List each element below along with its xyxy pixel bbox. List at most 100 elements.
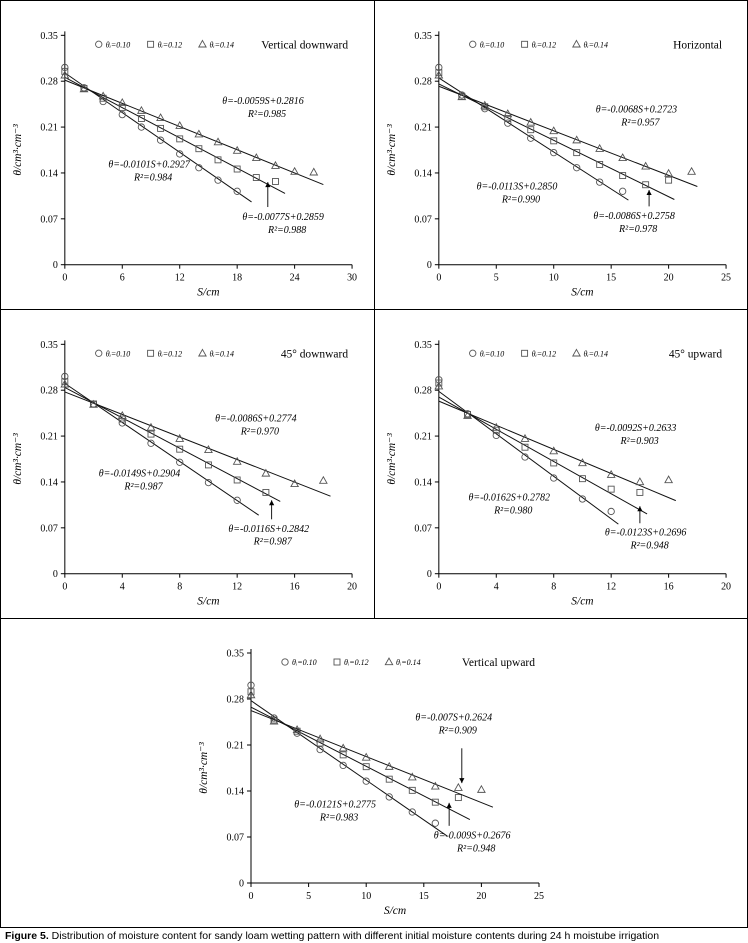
axis-labels: S/cm θ/cm³·cm⁻³ [198,742,406,917]
svg-text:S/cm: S/cm [197,287,219,299]
svg-text:θᵢ=0.12: θᵢ=0.12 [344,658,369,667]
series-square [61,378,281,502]
svg-text:12: 12 [232,582,242,593]
svg-text:45° upward: 45° upward [668,348,722,360]
annotation-triangle: θ=-0.0059S+0.2816 R²=0.985 [222,96,303,120]
svg-text:0: 0 [53,569,58,580]
svg-text:0.21: 0.21 [40,123,57,134]
series-square [247,688,471,820]
svg-text:θ=-0.0086S+0.2774: θ=-0.0086S+0.2774 [215,414,296,425]
svg-text:θ=-0.007S+0.2624: θ=-0.007S+0.2624 [415,713,492,724]
svg-text:0: 0 [436,582,441,593]
chart-45-upward: 0 0.07 0.14 0.21 0.28 0.35 0 4 8 12 16 20 S/cm θ/cm³·… [385,340,731,608]
annotation-square: θ=-0.009S+0.2676 R²=0.948 [434,802,511,854]
axes [60,340,353,578]
svg-text:30: 30 [347,273,357,284]
series-triangle [433,70,698,187]
series-triangle [60,379,331,497]
svg-text:20: 20 [347,582,357,593]
svg-text:R²=0.988: R²=0.988 [267,225,306,236]
legend: θᵢ=0.10 θᵢ=0.12 θᵢ=0.14 [281,657,421,667]
axes [434,31,727,269]
figure-caption: Figure 5. Distribution of moisture conte… [0,928,748,943]
chart-title: 45° upward [668,348,722,360]
svg-text:S/cm: S/cm [571,287,593,299]
svg-text:0.14: 0.14 [414,168,431,179]
annotation-circle: θ=-0.0162S+0.2782 R²=0.980 [468,492,549,516]
svg-text:0.28: 0.28 [227,695,245,706]
legend: θᵢ=0.10 θᵢ=0.12 θᵢ=0.14 [468,39,607,49]
svg-text:0.07: 0.07 [40,214,57,225]
svg-text:θᵢ=0.10: θᵢ=0.10 [292,658,317,667]
chart-title: 45° downward [281,348,349,360]
annotation-circle: θ=-0.0121S+0.2775 R²=0.983 [294,799,376,823]
svg-text:θᵢ=0.12: θᵢ=0.12 [531,40,556,49]
chart-vertical-upward: 0 0.07 0.14 0.21 0.28 0.35 0 5 10 15 20 25 S/cm θ/cm³… [198,649,544,918]
row-middle: 0 0.07 0.14 0.21 0.28 0.35 0 4 8 12 16 20 S/cm θ/cm³·… [1,309,747,618]
svg-text:18: 18 [232,273,242,284]
svg-text:0.28: 0.28 [40,386,57,397]
chart-horizontal: 0 0.07 0.14 0.21 0.28 0.35 0 5 10 15 20 25 S/cm θ/cm³… [385,31,731,299]
tick-labels: 0 0.07 0.14 0.21 0.28 0.35 0 5 10 15 20 25 [414,31,731,284]
svg-text:R²=0.980: R²=0.980 [493,505,532,516]
svg-text:0: 0 [62,273,67,284]
svg-text:0.14: 0.14 [227,787,245,798]
annotation-triangle: θ=-0.0092S+0.2633 R²=0.903 [594,423,675,447]
svg-text:0.14: 0.14 [40,168,57,179]
svg-text:0.14: 0.14 [414,477,431,488]
svg-text:10: 10 [361,891,371,902]
svg-text:R²=0.983: R²=0.983 [319,812,358,823]
svg-text:θᵢ=0.14: θᵢ=0.14 [396,658,421,667]
svg-text:θᵢ=0.12: θᵢ=0.12 [158,40,183,49]
panel-vertical-upward: 0 0.07 0.14 0.21 0.28 0.35 0 5 10 15 20 25 S/cm θ/cm³… [1,619,747,927]
annotation-circle: θ=-0.0101S+0.2927 R²=0.984 [108,160,190,184]
svg-text:0: 0 [53,260,58,271]
svg-text:8: 8 [551,582,556,593]
svg-text:Vertical upward: Vertical upward [462,657,535,669]
svg-text:R²=0.984: R²=0.984 [133,173,172,184]
svg-text:θ/cm³·cm⁻³: θ/cm³·cm⁻³ [198,742,210,794]
svg-text:R²=0.987: R²=0.987 [123,482,163,493]
svg-text:0.28: 0.28 [414,77,431,88]
axis-labels: S/cm θ/cm³·cm⁻³ [12,124,220,299]
svg-text:0.07: 0.07 [227,833,245,844]
svg-text:R²=0.990: R²=0.990 [500,194,539,205]
svg-text:R²=0.987: R²=0.987 [253,537,293,548]
axis-labels: S/cm θ/cm³·cm⁻³ [385,433,593,608]
panel-horizontal: 0 0.07 0.14 0.21 0.28 0.35 0 5 10 15 20 25 S/cm θ/cm³… [375,1,748,309]
svg-text:θ=-0.0116S+0.2842: θ=-0.0116S+0.2842 [228,524,309,535]
caption-text: Distribution of moisture content for san… [48,930,660,942]
svg-text:θ/cm³·cm⁻³: θ/cm³·cm⁻³ [385,124,397,176]
panel-45-upward: 0 0.07 0.14 0.21 0.28 0.35 0 4 8 12 16 20 S/cm θ/cm³·… [375,310,748,618]
svg-text:R²=0.909: R²=0.909 [438,726,477,737]
svg-text:θᵢ=0.10: θᵢ=0.10 [106,40,131,49]
axes [434,340,727,578]
legend: θᵢ=0.10 θᵢ=0.12 θᵢ=0.14 [95,39,234,49]
svg-text:0.21: 0.21 [414,432,431,443]
svg-text:θ=-0.0121S+0.2775: θ=-0.0121S+0.2775 [294,799,376,810]
svg-text:20: 20 [721,582,731,593]
svg-text:θ/cm³·cm⁻³: θ/cm³·cm⁻³ [12,124,24,176]
row-bottom: 0 0.07 0.14 0.21 0.28 0.35 0 5 10 15 20 25 S/cm θ/cm³… [1,618,747,927]
svg-text:θ=-0.0092S+0.2633: θ=-0.0092S+0.2633 [594,423,675,434]
svg-text:0.35: 0.35 [227,649,245,660]
svg-text:20: 20 [663,273,673,284]
svg-text:0.21: 0.21 [227,741,245,752]
svg-text:12: 12 [606,582,616,593]
svg-text:20: 20 [476,891,486,902]
svg-text:0: 0 [436,273,441,284]
svg-text:θ=-0.0068S+0.2723: θ=-0.0068S+0.2723 [595,105,676,116]
chart-title: Horizontal [673,39,722,51]
svg-text:θᵢ=0.12: θᵢ=0.12 [531,349,556,358]
annotation-circle: θ=-0.0149S+0.2904 R²=0.987 [99,469,180,493]
svg-text:R²=0.985: R²=0.985 [247,109,286,120]
series-circle [434,63,629,201]
row-top: 0 0.07 0.14 0.21 0.28 0.35 0 6 12 18 24 30 S/cm θ/cm³… [1,1,747,309]
svg-text:θ/cm³·cm⁻³: θ/cm³·cm⁻³ [12,433,24,485]
svg-text:S/cm: S/cm [384,905,406,917]
svg-text:0.07: 0.07 [414,523,431,534]
svg-text:θ=-0.0077S+0.2859: θ=-0.0077S+0.2859 [242,212,323,223]
svg-text:15: 15 [419,891,429,902]
caption-label: Figure 5. [5,930,49,942]
